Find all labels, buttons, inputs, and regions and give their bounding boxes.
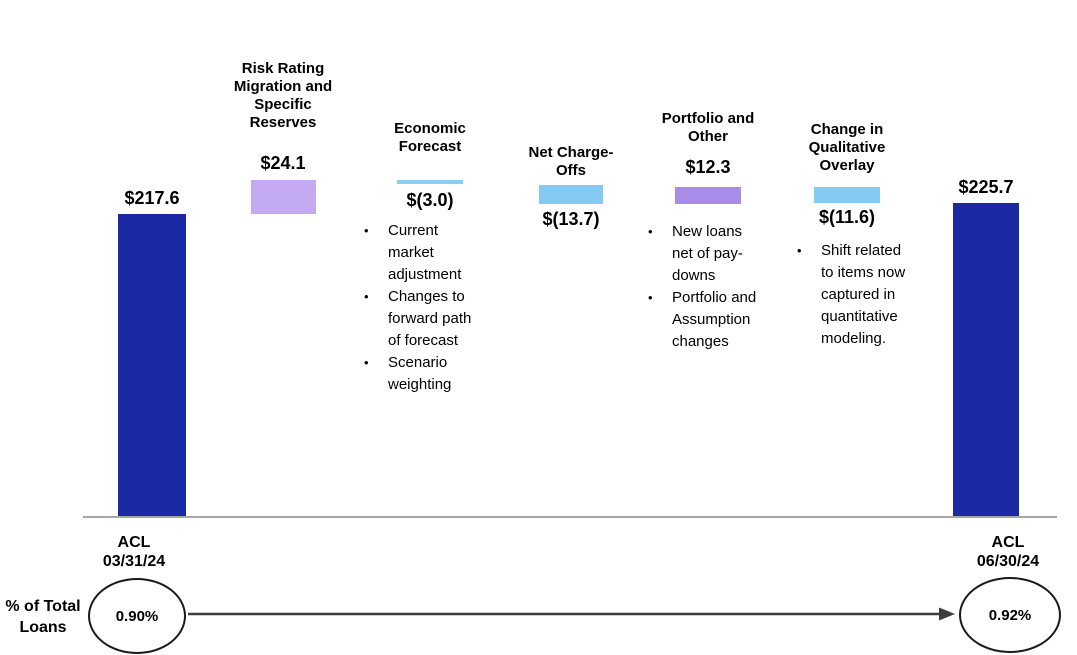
start-pct-ellipse: 0.90% [88, 578, 186, 654]
note-item: • Scenario weighting [362, 352, 483, 396]
bar-portfolio-and-other [675, 187, 741, 204]
category-label-qualitative-overlay: Change in Qualitative Overlay [808, 121, 886, 174]
bullet-icon: • [648, 224, 653, 239]
bullet-icon: • [364, 223, 369, 238]
bullet-icon: • [364, 289, 369, 304]
note-text: Scenario weighting [388, 354, 452, 393]
value-label-acl-start: $217.6 [124, 188, 180, 208]
value-label-acl-end: $225.7 [958, 177, 1014, 197]
note-text: Shift related to items now captured in q… [821, 242, 906, 347]
start-pct-value: 0.90% [115, 607, 159, 625]
bar-economic-forecast [397, 180, 463, 184]
category-label-risk-rating-migration: Risk Rating Migration and Specific Reserves [233, 60, 333, 131]
note-item: • New loans net of pay-downs [646, 221, 767, 287]
note-item: • Portfolio and Assumption changes [646, 287, 767, 353]
axis-label-acl-start: ACL 03/31/24 [102, 534, 166, 570]
note-item: • Current market adjustment [362, 220, 483, 286]
note-text: Current market adjustment [388, 222, 462, 283]
category-label-economic-forecast: Economic Forecast [394, 120, 466, 155]
value-label-net-charge-offs: $(13.7) [542, 209, 600, 229]
category-label-portfolio-and-other: Portfolio and Other [661, 110, 755, 145]
bullet-icon: • [648, 290, 653, 305]
end-pct-value: 0.92% [988, 606, 1032, 624]
bar-qualitative-overlay [814, 187, 880, 203]
bar-risk-rating-migration [251, 180, 316, 214]
value-label-risk-rating-migration: $24.1 [260, 153, 306, 173]
value-label-qualitative-overlay: $(11.6) [818, 207, 876, 227]
bar-acl-start [118, 214, 186, 517]
notes-economic-forecast: • Current market adjustment • Changes to fo… [362, 220, 483, 396]
category-label-net-charge-offs: Net Charge- Offs [528, 144, 614, 179]
baseline-axis [83, 516, 1057, 518]
note-item: • Changes to forward path of forecast [362, 286, 483, 352]
note-item: • Shift related to items now captured in … [795, 240, 916, 350]
note-text: Changes to forward path of forecast [388, 288, 472, 349]
arrowhead-icon [939, 607, 955, 621]
bar-acl-end [953, 203, 1019, 517]
bar-net-charge-offs [539, 185, 603, 204]
end-pct-ellipse: 0.92% [959, 577, 1061, 653]
pct-of-total-loans-label: % of Total Loans [5, 598, 81, 636]
note-text: New loans net of pay-downs [672, 223, 743, 284]
value-label-economic-forecast: $(3.0) [406, 190, 454, 210]
bullet-icon: • [797, 243, 802, 258]
notes-qualitative-overlay: • Shift related to items now captured in … [795, 240, 916, 350]
note-text: Portfolio and Assumption changes [672, 289, 757, 350]
axis-label-acl-end: ACL 06/30/24 [976, 534, 1040, 570]
notes-portfolio-and-other: • New loans net of pay-downs • Portfolio an… [646, 221, 767, 353]
bullet-icon: • [364, 355, 369, 370]
value-label-portfolio-and-other: $12.3 [685, 157, 731, 177]
